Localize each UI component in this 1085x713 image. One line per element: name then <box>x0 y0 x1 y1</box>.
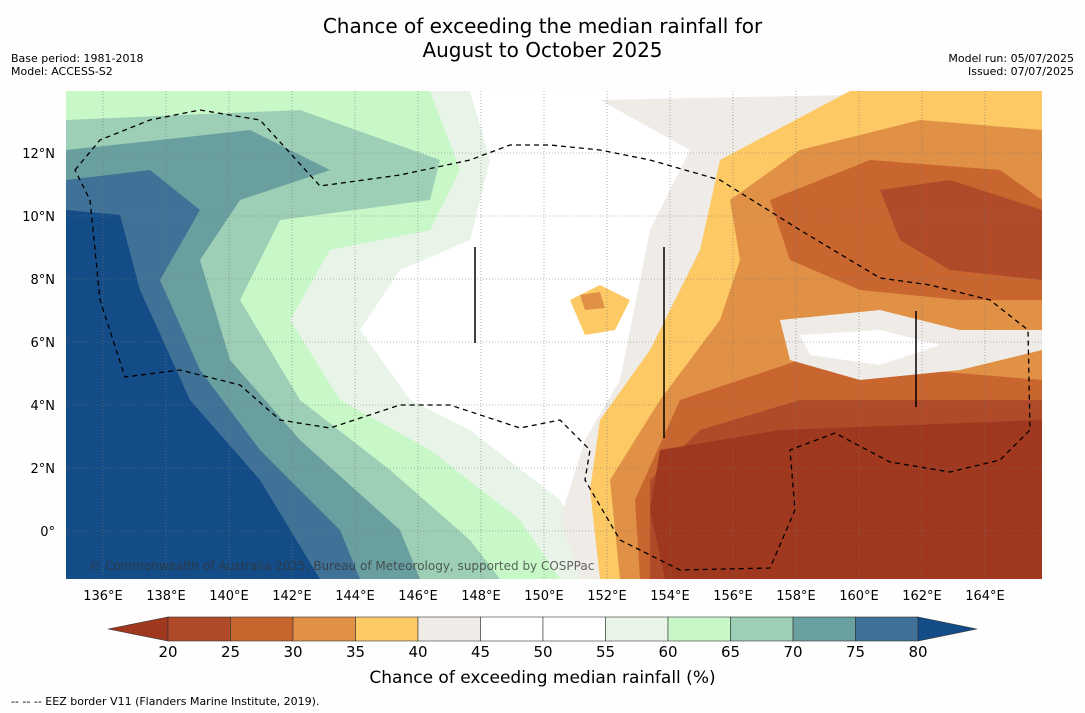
colorbar-segment <box>292 616 356 642</box>
boundary-marks <box>474 247 917 438</box>
colorbar-extend-high <box>917 616 978 642</box>
issued-date: Issued: 07/07/2025 <box>967 65 1074 78</box>
title-line-2: August to October 2025 <box>422 38 663 62</box>
colorbar-segment <box>542 616 606 642</box>
base-period: Base period: 1981-2018 <box>11 52 144 65</box>
lon-tick-label: 156°E <box>713 589 753 604</box>
lon-tick-label: 142°E <box>272 589 312 604</box>
lat-tick-label: 12°N <box>22 147 55 162</box>
lon-tick-label: 154°E <box>650 589 690 604</box>
lon-tick-label: 152°E <box>587 589 627 604</box>
colorbar-segment <box>355 616 419 642</box>
colorbar-tick-label: 55 <box>595 643 616 661</box>
colorbar-tick-label: 45 <box>470 643 491 661</box>
colorbar-tick-label: 40 <box>408 643 428 661</box>
colorbar-segment <box>855 616 919 642</box>
colorbar-tick-label: 75 <box>845 643 866 661</box>
colorbar-tick-label: 65 <box>720 643 741 661</box>
eez-border <box>74 109 1031 571</box>
colorbar-segment <box>417 616 481 642</box>
eez-footnote: -- -- -- EEZ border V11 (Flanders Marine… <box>11 695 320 708</box>
lon-tick-label: 162°E <box>902 589 942 604</box>
colorbar-segment <box>792 616 856 642</box>
base-info: Base period: 1981-2018 Model: ACCESS-S2 <box>11 52 143 78</box>
lon-tick-label: 148°E <box>461 589 501 604</box>
colorbar-tick-label: 80 <box>908 643 928 661</box>
colorbar-tick-label: 60 <box>658 643 678 661</box>
rainfall-field <box>66 91 1042 579</box>
copyright-note: © Commonwealth of Australia 2025, Bureau… <box>89 559 595 573</box>
lat-tick-label: 8°N <box>31 273 56 288</box>
model-name: Model: ACCESS-S2 <box>11 65 113 78</box>
map-title: Chance of exceeding the median rainfall … <box>0 14 1085 62</box>
lat-tick-label: 4°N <box>31 399 56 414</box>
colorbar-segment <box>605 616 669 642</box>
colorbar-tick-label: 70 <box>783 643 803 661</box>
colorbar-segment <box>480 616 544 642</box>
colorbar-tick-label: 50 <box>533 643 553 661</box>
lon-tick-label: 136°E <box>83 589 123 604</box>
colorbar-tick-label: 25 <box>220 643 241 661</box>
lat-tick-label: 10°N <box>22 210 55 225</box>
model-run: Model run: 05/07/2025 <box>948 52 1074 65</box>
colorbar-extend-low <box>107 616 169 642</box>
colorbar <box>107 616 978 642</box>
lon-tick-label: 158°E <box>776 589 816 604</box>
lon-tick-label: 140°E <box>209 589 249 604</box>
lon-tick-label: 160°E <box>839 589 879 604</box>
run-info: Model run: 05/07/2025 Issued: 07/07/2025 <box>948 52 1074 78</box>
colorbar-tick-label: 30 <box>283 643 303 661</box>
lon-tick-label: 164°E <box>965 589 1005 604</box>
colorbar-title: Chance of exceeding median rainfall (%) <box>369 668 716 688</box>
lon-tick-label: 144°E <box>335 589 375 604</box>
lat-tick-label: 2°N <box>31 462 56 477</box>
colorbar-segment <box>730 616 794 642</box>
lon-tick-label: 146°E <box>398 589 438 604</box>
lon-tick-label: 138°E <box>146 589 186 604</box>
title-line-1: Chance of exceeding the median rainfall … <box>322 14 763 38</box>
lon-tick-label: 150°E <box>524 589 564 604</box>
lat-tick-label: 6°N <box>31 336 56 351</box>
colorbar-segment <box>667 616 731 642</box>
colorbar-tick-label: 35 <box>345 643 366 661</box>
graticule <box>66 91 1042 579</box>
colorbar-segment <box>167 616 231 642</box>
lat-tick-label: 0° <box>40 525 55 540</box>
colorbar-tick-label: 20 <box>158 643 178 661</box>
colorbar-segment <box>230 616 294 642</box>
